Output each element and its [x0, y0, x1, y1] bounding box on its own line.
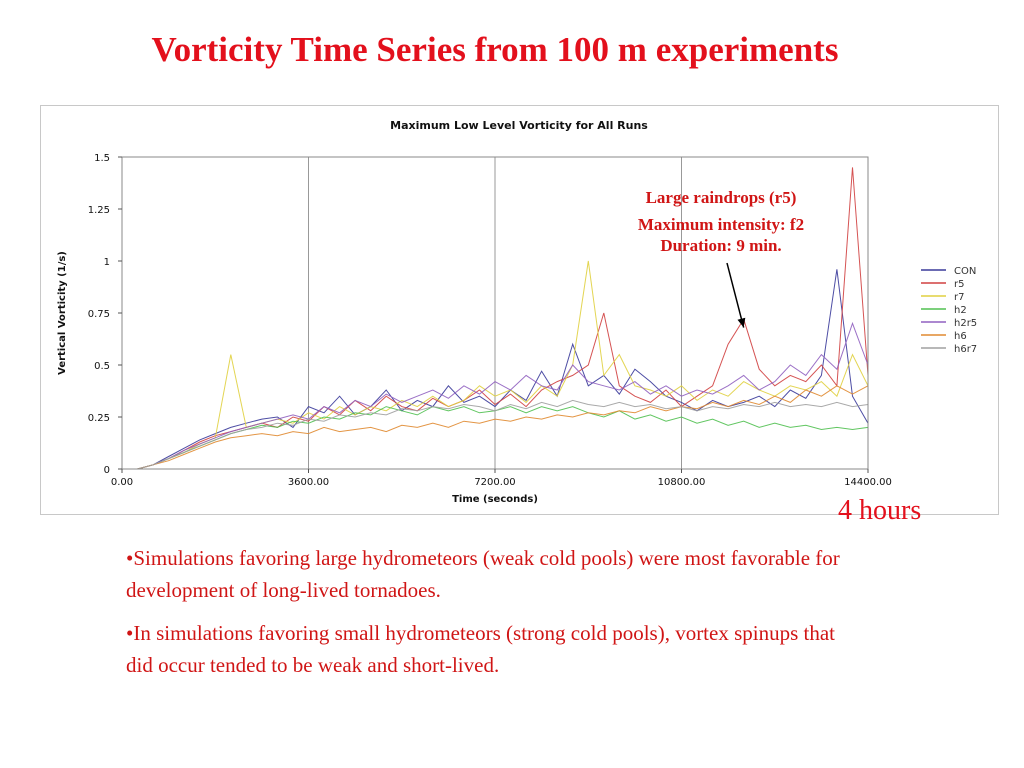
annotation-arrow: [726, 262, 745, 328]
y-tick-label: 0.75: [88, 309, 110, 320]
duration-label: 4 hours: [838, 495, 922, 526]
tick-labels: 0.00 3600.00 7200.00 10800.00 14400.00 0 0.25 0…: [88, 153, 892, 488]
series-lines: [122, 167, 869, 470]
series-line-h6: [122, 385, 869, 470]
chart-frame: Maximum Low Level Vorticity for All Runs…: [40, 105, 999, 515]
x-tick-label: 10800.00: [658, 477, 706, 488]
y-tick-label: 1.25: [88, 205, 110, 216]
series-line-h2r5: [122, 321, 869, 470]
x-tick-label: 0.00: [111, 477, 133, 488]
vorticity-chart: Maximum Low Level Vorticity for All Runs…: [57, 119, 977, 505]
legend-label: r5: [954, 279, 964, 290]
y-tick-label: 1: [104, 257, 110, 268]
slide-title: Vorticity Time Series from 100 m experim…: [151, 30, 839, 69]
legend-label: h2: [954, 305, 967, 316]
y-tick-label: 0: [104, 465, 110, 476]
legend-label: h6: [954, 331, 967, 342]
legend-label: r7: [954, 292, 964, 303]
x-tick-label: 3600.00: [288, 477, 329, 488]
annotation-line-3: Duration: 9 min.: [660, 236, 781, 255]
legend-label: h6r7: [954, 344, 977, 355]
bullet-list: •Simulations favoring large hydrometeors…: [126, 543, 866, 693]
annotation-line-2: Maximum intensity: f2: [638, 215, 804, 234]
y-tick-label: 1.5: [94, 153, 110, 164]
annotation-arrowhead: [737, 317, 746, 328]
x-tick-label: 7200.00: [474, 477, 515, 488]
series-line-con: [122, 269, 869, 470]
y-tick-label: 0.5: [94, 361, 110, 372]
y-axis-label: Vertical Vorticity (1/s): [57, 251, 68, 375]
chart-title: Maximum Low Level Vorticity for All Runs: [390, 119, 648, 132]
bullet-item: •In simulations favoring small hydromete…: [126, 621, 836, 677]
legend-label: h2r5: [954, 318, 977, 329]
chart-legend: CON r5 r7 h2 h2r5 h6 h6r7: [921, 266, 977, 355]
chart-annotation: Large raindrops (r5) Maximum intensity: …: [638, 188, 804, 328]
legend-label: CON: [954, 266, 976, 277]
series-line-h6r7: [122, 399, 869, 470]
annotation-line-1: Large raindrops (r5): [646, 188, 797, 207]
x-axis-label: Time (seconds): [452, 494, 538, 505]
bullet-item: •Simulations favoring large hydrometeors…: [126, 546, 840, 602]
x-tick-label: 14400.00: [844, 477, 892, 488]
y-tick-label: 0.25: [88, 413, 110, 424]
